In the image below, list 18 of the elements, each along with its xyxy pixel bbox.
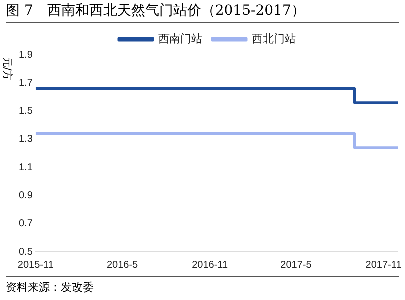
legend-label: 西北门站: [252, 32, 296, 46]
y-tick-label: 0.9: [18, 190, 34, 202]
x-tick-label: 2016-5: [106, 260, 139, 271]
y-tick-label: 0.7: [18, 218, 34, 230]
chart-title: 图 7 西南和西北天然气门站价（2015-2017）: [6, 2, 306, 20]
x-tick-label: 2017-11: [366, 260, 402, 271]
y-tick-label: 1.5: [18, 106, 34, 118]
x-tick-label: 2017-5: [280, 260, 312, 271]
text: 资料来源：发改委: [6, 280, 94, 295]
y-axis-title: 元/方: [0, 57, 14, 81]
y-tick-label: 1.1: [18, 162, 34, 174]
y-tick-label: 0.5: [18, 246, 34, 258]
y-tick-label: 1.3: [18, 134, 34, 146]
x-tick-label: 2016-11: [192, 260, 228, 271]
x-tick-label: 2015-11: [18, 260, 54, 271]
legend-label: 西南门站: [158, 32, 202, 46]
y-tick-label: 1.9: [18, 50, 34, 61]
y-tick-label: 1.7: [18, 78, 34, 89]
